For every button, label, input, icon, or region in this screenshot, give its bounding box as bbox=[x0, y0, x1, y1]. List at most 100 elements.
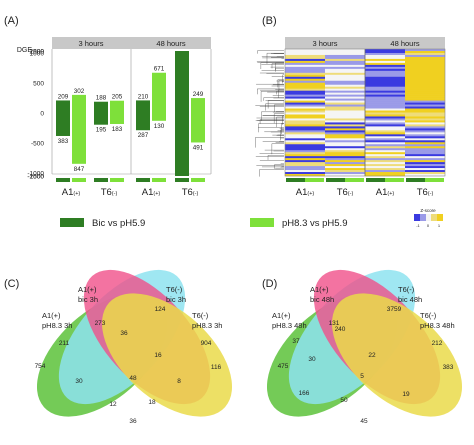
venn-count: 5 bbox=[360, 373, 364, 380]
heatmap-cell bbox=[405, 166, 445, 169]
heatmap-cell bbox=[365, 148, 405, 151]
heatmap-cell bbox=[365, 58, 405, 62]
bar-up bbox=[152, 72, 166, 113]
x-tick-label: T6(-) bbox=[182, 187, 199, 198]
y-tick-label: 500 bbox=[33, 81, 44, 88]
heatmap-cell bbox=[405, 126, 445, 129]
heatmap-cell bbox=[365, 54, 405, 58]
heatmap-cell bbox=[325, 86, 365, 89]
strip-bic bbox=[175, 178, 189, 182]
heatmap-cell bbox=[365, 138, 405, 141]
colorscale-bar bbox=[414, 214, 443, 221]
bar-down bbox=[175, 113, 189, 176]
heatmap-cell bbox=[285, 146, 325, 149]
heatmap-cell bbox=[285, 64, 325, 68]
x-tick-label: T6(-) bbox=[101, 187, 118, 198]
bar-down bbox=[136, 113, 150, 131]
venn-c-label-yellow-1: T6(-) bbox=[192, 311, 209, 320]
venn-count: 240 bbox=[335, 326, 346, 333]
heatmap-cell bbox=[285, 114, 325, 117]
y-axis-label: DGE bbox=[17, 47, 33, 54]
heatmap-cell bbox=[365, 98, 405, 101]
heatmap-facet-48h bbox=[365, 37, 445, 49]
bar-value-labels: 209 302 383 847 188 205 195 183 210 671 287 130 249 4… bbox=[58, 66, 204, 173]
bar-value-label: 209 bbox=[58, 93, 69, 100]
legend: Bic vs pH5.9 pH8.3 vs pH5.9 bbox=[60, 218, 347, 229]
heatmap-cell bbox=[325, 76, 365, 80]
heatmap-cell bbox=[285, 66, 325, 70]
heatmap-cell bbox=[285, 74, 325, 78]
heatmap-column-strips bbox=[286, 178, 444, 182]
heatmap-cell bbox=[325, 49, 365, 52]
bar-value-label: 491 bbox=[193, 144, 204, 151]
venn-count: 48 bbox=[129, 375, 137, 382]
heatmap-cell bbox=[405, 156, 445, 159]
venn-d-label-yellow-2: pH8.3 48h bbox=[420, 321, 455, 330]
heatmap-cell bbox=[325, 82, 365, 86]
heatmap-cell bbox=[365, 72, 405, 76]
heatmap-cell bbox=[285, 162, 325, 165]
heatmap-cell bbox=[325, 162, 365, 165]
heatmap-cell bbox=[325, 156, 365, 159]
heatmap-cell bbox=[405, 160, 445, 163]
heatmap-cell bbox=[285, 122, 325, 125]
heatmap-cell bbox=[405, 58, 445, 62]
heatmap-cell bbox=[365, 162, 405, 165]
x-tick-label: A1(+) bbox=[142, 187, 161, 198]
heatmap-cell bbox=[285, 164, 325, 167]
heatmap-cell bbox=[365, 132, 405, 135]
heatmap-cell bbox=[285, 156, 325, 159]
heatmap-cell bbox=[365, 92, 405, 95]
legend-swatch-bic bbox=[60, 218, 84, 227]
heatmap-cell bbox=[365, 82, 405, 86]
venn-count: 16 bbox=[154, 352, 162, 359]
heatmap-cell bbox=[285, 102, 325, 105]
heatmap-cell bbox=[405, 66, 445, 70]
heatmap-column-label: A1(+) bbox=[296, 187, 315, 198]
heatmap-strip-bic bbox=[326, 178, 345, 182]
heatmap-cell bbox=[325, 80, 365, 84]
heatmap-cell bbox=[325, 62, 365, 66]
heatmap-cell bbox=[285, 174, 325, 177]
venn-c-label-pink-2: bic 3h bbox=[166, 295, 186, 304]
heatmap-cell bbox=[405, 120, 445, 123]
heatmap-cell bbox=[325, 114, 365, 117]
heatmap-cell bbox=[405, 164, 445, 167]
heatmap-cell bbox=[285, 62, 325, 66]
heatmap-cell bbox=[405, 140, 445, 143]
heatmap-cell bbox=[365, 140, 405, 143]
colorscale-tick-mid: 0 bbox=[427, 223, 430, 228]
panel-label-b: (B) bbox=[262, 15, 277, 27]
strip-bic bbox=[94, 178, 108, 182]
heatmap-cell bbox=[365, 62, 405, 66]
heatmap-cell bbox=[325, 100, 365, 103]
row-dendrogram bbox=[255, 50, 284, 177]
heatmap-cell bbox=[405, 108, 445, 111]
heatmap-cell bbox=[405, 138, 445, 141]
venn-count: 273 bbox=[95, 320, 106, 327]
heatmap-cell bbox=[405, 122, 445, 125]
heatmap-cell bbox=[405, 80, 445, 84]
bar-up bbox=[56, 100, 70, 113]
heatmap-cell bbox=[365, 56, 405, 60]
venn-c-label-pink-1: T6(-) bbox=[166, 285, 183, 294]
heatmap-cell bbox=[325, 146, 365, 149]
heatmap-cell bbox=[285, 124, 325, 127]
heatmap-strip-ph bbox=[425, 178, 444, 182]
venn-d-label-yellow-1: T6(-) bbox=[420, 311, 437, 320]
heatmap-cell bbox=[285, 60, 325, 64]
heatmap-cell bbox=[285, 106, 325, 109]
heatmap-cell bbox=[285, 148, 325, 151]
venn-count: 36 bbox=[129, 418, 137, 425]
venn-d-label-green-2: pH8.3 48h bbox=[272, 321, 307, 330]
heatmap-cell bbox=[325, 154, 365, 157]
heatmap-cell bbox=[405, 100, 445, 103]
heatmap-cell bbox=[405, 92, 445, 95]
heatmap-cell bbox=[325, 138, 365, 141]
heatmap-cell bbox=[285, 142, 325, 145]
heatmap-cell bbox=[365, 74, 405, 78]
heatmap-cell bbox=[325, 136, 365, 139]
bar-up bbox=[191, 98, 205, 113]
panel-label-d: (D) bbox=[262, 278, 277, 290]
heatmap-cell bbox=[285, 132, 325, 135]
